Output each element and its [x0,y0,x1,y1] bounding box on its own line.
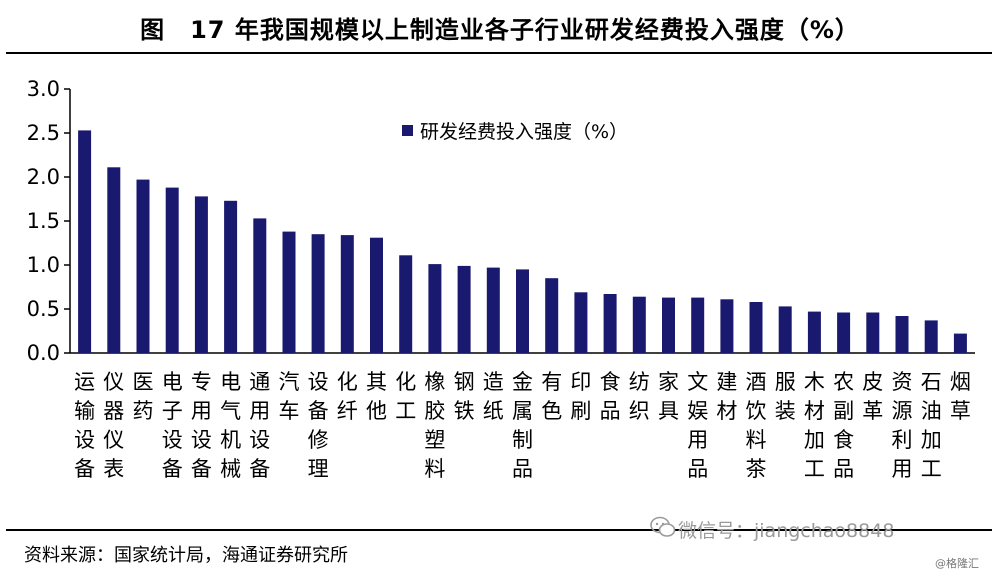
category-label: 运输设备 [74,370,95,481]
bar [311,234,325,353]
y-tick-label: 0.5 [27,297,60,321]
bar [107,167,121,353]
bar [632,296,646,353]
bar-series [78,130,967,353]
title-divider [6,52,992,54]
page-title: 图 17 年我国规模以上制造业各子行业研发经费投入强度（%） [140,16,860,44]
bar [399,255,413,353]
bar [866,312,880,353]
category-label: 酒饮料茶 [746,370,767,481]
bar [253,218,267,353]
legend-label: 研发经费投入强度（%） [420,121,628,143]
category-label: 电气机械 [220,370,241,481]
wechat-icon [650,516,676,537]
bar [545,278,559,353]
bar [165,187,179,353]
category-label: 文娱用品 [687,370,708,481]
bar [720,299,734,353]
category-label: 食品 [600,370,621,423]
category-label: 木材加工 [804,370,825,481]
category-label: 建材 [716,370,737,423]
category-labels: 运输设备仪器仪表医药电子设备专用设备电气机械通用设备汽车设备修理化纤其他化工橡胶… [74,370,971,481]
bar [603,294,617,353]
legend: 研发经费投入强度（%） [402,121,628,143]
category-label: 资源利用 [892,370,913,481]
bar [370,237,383,353]
category-label: 汽车 [279,370,300,423]
bar [340,235,354,353]
category-label: 通用设备 [249,370,270,481]
category-label: 化纤 [337,370,358,423]
bar [749,302,763,353]
y-tick-label: 2.0 [27,165,60,189]
category-label: 服装 [775,370,796,423]
category-label: 金属制品 [512,370,533,481]
watermark: 微信号：jiangchao8848 [678,520,895,542]
bar [778,306,792,353]
footer-divider [6,529,992,531]
category-label: 家具 [658,370,679,423]
category-label: 钢铁 [454,370,475,423]
bar [574,292,588,353]
category-label: 医药 [133,370,154,423]
category-label: 电子设备 [162,370,183,481]
y-axis: 0.0 0.5 1.0 1.5 2.0 2.5 3.0 [27,77,975,365]
bar [807,311,821,353]
bar [224,200,238,353]
y-tick-label: 0.0 [27,341,60,365]
bar [837,312,851,353]
category-label: 仪器仪表 [103,370,124,481]
bar [516,269,529,353]
y-tick-label: 1.0 [27,253,60,277]
category-label: 橡胶塑料 [424,370,445,481]
bar [953,333,967,353]
category-label: 化工 [395,370,416,423]
category-label: 有色 [541,370,562,423]
category-label: 其他 [366,370,387,423]
category-label: 农副食品 [833,370,854,481]
bar [282,231,296,353]
category-label: 烟草 [950,370,971,423]
corner-mark: @格隆汇 [935,557,979,570]
category-label: 皮革 [862,370,883,423]
category-label: 造纸 [483,370,504,423]
legend-swatch [402,125,413,136]
bar [78,130,92,353]
source-note: 资料来源：国家统计局，海通证券研究所 [24,545,348,566]
bar [691,297,705,353]
bar [924,320,938,353]
bar [428,264,442,353]
y-tick-label: 1.5 [27,209,60,233]
category-label: 专用设备 [191,370,212,481]
bar [136,179,150,353]
bar [895,316,909,353]
y-tick-label: 2.5 [27,121,60,145]
bar-chart: 0.0 0.5 1.0 1.5 2.0 2.5 3.0 运输设备仪器仪表医药电子设备专用设备… [27,77,975,481]
category-label: 纺织 [629,370,650,423]
bar [194,196,208,353]
y-tick-label: 3.0 [27,77,60,101]
category-label: 石油加工 [921,370,942,481]
bar [486,267,500,353]
category-label: 印刷 [570,370,591,423]
bar [662,297,675,353]
category-label: 设备修理 [308,370,329,481]
bar [457,265,471,353]
